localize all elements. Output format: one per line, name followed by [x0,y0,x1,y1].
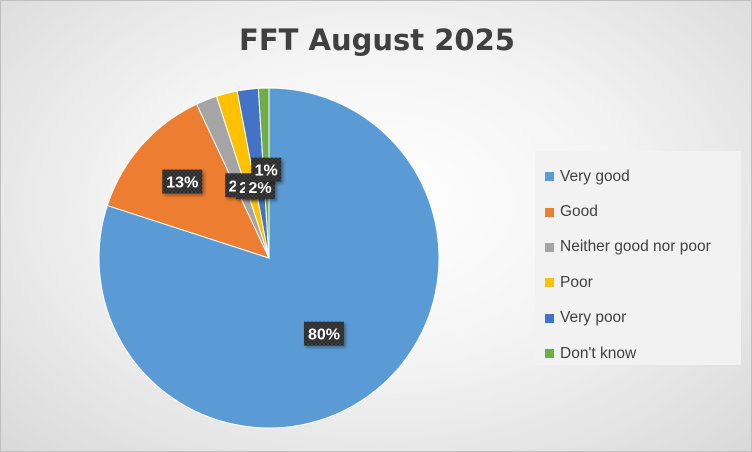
legend-item-poor: Poor [545,265,741,300]
svg-text:1%: 1% [255,163,278,180]
legend-item-good: Good [545,194,741,229]
legend: Very good Good Neither good nor poor Poor Ve… [535,151,741,365]
data-label-don-t-know: 1% [251,157,282,182]
legend-label: Very poor [560,309,627,327]
chart-title: FFT August 2025 [239,23,515,57]
legend-label: Very good [560,167,630,185]
legend-swatch [545,207,554,217]
legend-item-don-t-know: Don't know [545,336,741,371]
legend-item-neither-good-nor-poor: Neither good nor poor [545,230,741,265]
svg-text:2%: 2% [248,180,271,197]
legend-item-very-poor: Very poor [545,301,741,336]
legend-label: Poor [560,273,593,291]
pie-slice-very-good [98,87,440,429]
svg-text:80%: 80% [308,327,340,344]
legend-swatch [545,313,554,323]
data-label-very-poor: 2% [245,175,276,200]
legend-item-very-good: Very good [545,159,741,194]
legend-label: Don't know [560,344,637,362]
legend-swatch [545,278,554,288]
legend-swatch [545,349,554,359]
data-label-very-good: 80% [303,321,344,346]
legend-label: Neither good nor poor [560,238,711,256]
legend-swatch [545,172,554,182]
svg-text:13%: 13% [166,175,198,192]
legend-swatch [545,242,554,252]
data-label-good: 13% [162,169,203,194]
legend-label: Good [560,203,598,221]
